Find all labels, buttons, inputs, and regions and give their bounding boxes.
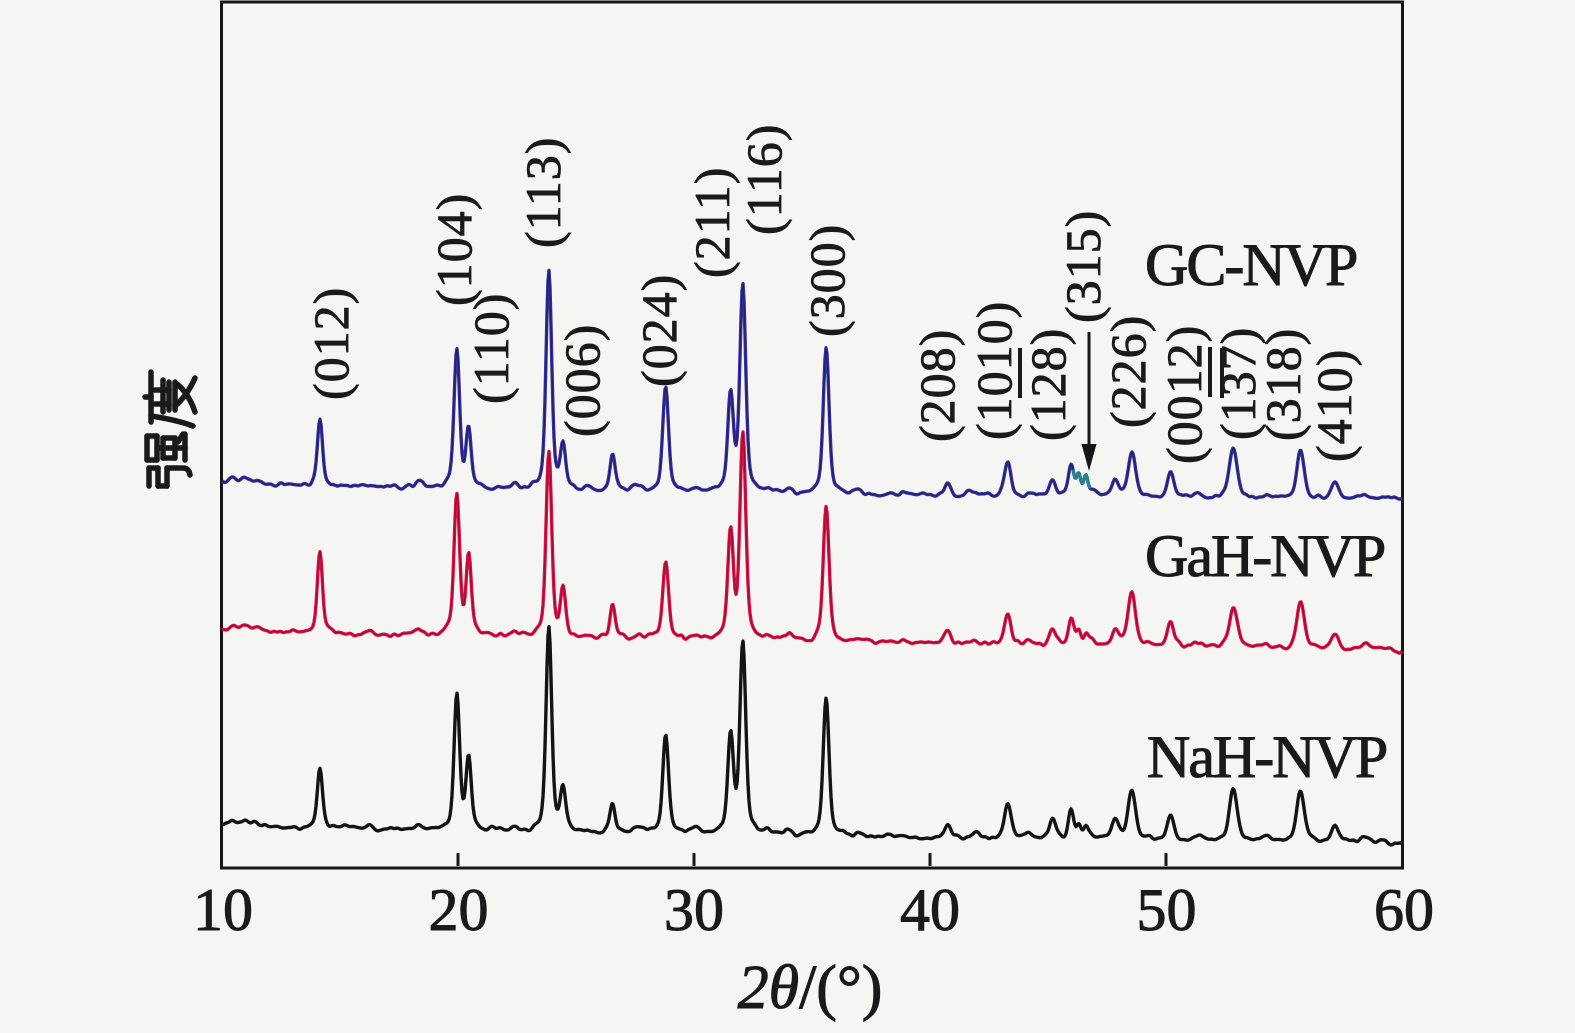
svg-text:(116): (116) [736,124,792,235]
svg-text:(300): (300) [799,224,855,337]
svg-text:50: 50 [1137,877,1197,943]
svg-text:GC-NVP: GC-NVP [1145,232,1356,298]
svg-text:(315): (315) [1055,210,1111,323]
svg-text:(226): (226) [1100,315,1156,428]
svg-text:40: 40 [900,877,960,943]
svg-text:(006): (006) [554,324,610,437]
svg-text:(1010): (1010) [966,301,1022,440]
svg-text:(0012): (0012) [1156,325,1212,464]
svg-text:2θ/(°): 2θ/(°) [738,954,883,1022]
svg-text:10: 10 [193,877,253,943]
svg-text:(410): (410) [1306,349,1362,462]
svg-text:(137): (137) [1210,327,1266,440]
svg-text:30: 30 [664,877,724,943]
svg-text:(012): (012) [303,287,359,400]
svg-text:(128): (128) [1020,328,1076,441]
svg-text:60: 60 [1374,877,1434,943]
svg-text:NaH-NVP: NaH-NVP [1147,724,1386,790]
svg-text:(024): (024) [631,274,687,387]
svg-text:(104): (104) [426,193,482,306]
svg-text:(208): (208) [909,329,965,442]
svg-text:(110): (110) [463,293,519,404]
svg-text:20: 20 [429,877,489,943]
svg-text:(318): (318) [1255,328,1311,441]
svg-text:(211): (211) [684,167,740,278]
svg-text:(113): (113) [515,137,571,248]
svg-text:GaH-NVP: GaH-NVP [1145,523,1384,589]
